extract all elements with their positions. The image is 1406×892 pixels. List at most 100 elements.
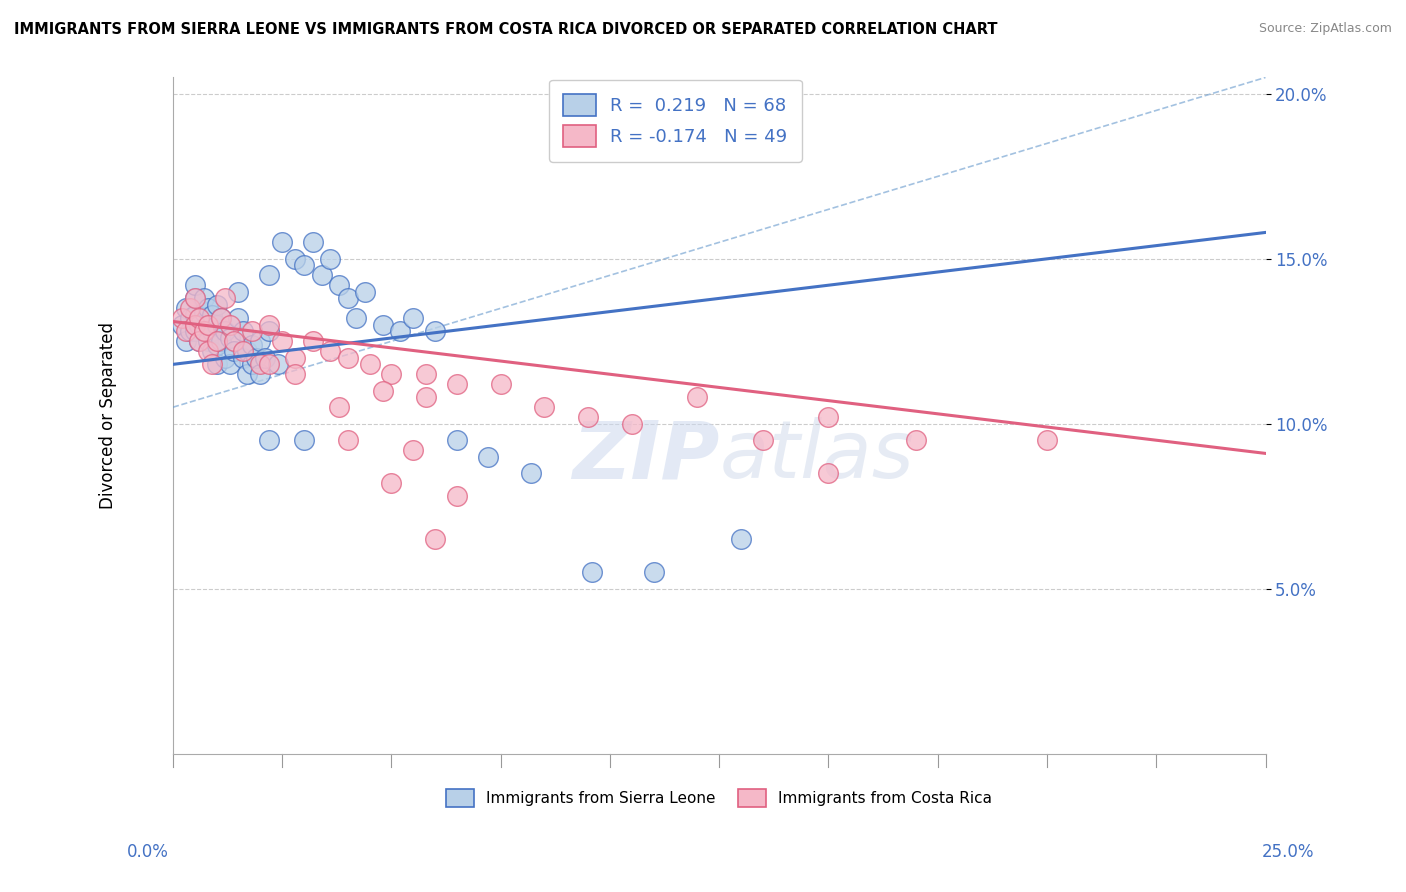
- Point: [188, 334, 211, 349]
- Point: [257, 318, 280, 332]
- Point: [188, 311, 211, 326]
- Point: [817, 466, 839, 480]
- Point: [328, 401, 350, 415]
- Point: [319, 252, 342, 266]
- Point: [249, 368, 271, 382]
- Point: [336, 434, 359, 448]
- Point: [620, 417, 643, 431]
- Point: [218, 331, 240, 345]
- Point: [218, 357, 240, 371]
- Point: [301, 235, 323, 250]
- Point: [193, 292, 215, 306]
- Point: [1036, 434, 1059, 448]
- Point: [904, 434, 927, 448]
- Point: [201, 325, 224, 339]
- Point: [184, 292, 207, 306]
- Text: IMMIGRANTS FROM SIERRA LEONE VS IMMIGRANTS FROM COSTA RICA DIVORCED OR SEPARATED: IMMIGRANTS FROM SIERRA LEONE VS IMMIGRAN…: [14, 22, 998, 37]
- Point: [193, 325, 215, 339]
- Point: [184, 325, 207, 339]
- Point: [188, 318, 211, 332]
- Point: [354, 285, 377, 299]
- Point: [328, 278, 350, 293]
- Point: [205, 298, 228, 312]
- Point: [257, 325, 280, 339]
- Point: [184, 278, 207, 293]
- Point: [336, 292, 359, 306]
- Y-axis label: Divorced or Separated: Divorced or Separated: [100, 322, 117, 509]
- Point: [197, 334, 219, 349]
- Point: [686, 390, 709, 404]
- Point: [184, 292, 207, 306]
- Point: [371, 384, 394, 398]
- Point: [236, 368, 259, 382]
- Point: [193, 325, 215, 339]
- Point: [730, 532, 752, 546]
- Point: [228, 285, 250, 299]
- Point: [249, 357, 271, 371]
- Point: [267, 357, 290, 371]
- Text: 25.0%: 25.0%: [1263, 843, 1315, 861]
- Point: [209, 311, 232, 326]
- Legend: Immigrants from Sierra Leone, Immigrants from Costa Rica: Immigrants from Sierra Leone, Immigrants…: [440, 782, 998, 814]
- Point: [301, 334, 323, 349]
- Point: [232, 344, 254, 359]
- Point: [271, 235, 294, 250]
- Point: [292, 434, 315, 448]
- Point: [209, 311, 232, 326]
- Point: [205, 357, 228, 371]
- Point: [214, 292, 236, 306]
- Point: [184, 308, 207, 322]
- Point: [170, 311, 193, 326]
- Point: [245, 351, 267, 365]
- Point: [193, 304, 215, 318]
- Point: [533, 401, 555, 415]
- Point: [380, 476, 402, 491]
- Point: [402, 311, 425, 326]
- Point: [240, 337, 263, 351]
- Point: [643, 565, 665, 579]
- Point: [209, 334, 232, 349]
- Point: [205, 337, 228, 351]
- Point: [253, 351, 276, 365]
- Point: [197, 301, 219, 316]
- Point: [752, 434, 775, 448]
- Point: [359, 357, 381, 371]
- Point: [520, 466, 543, 480]
- Point: [197, 318, 219, 332]
- Point: [224, 334, 246, 349]
- Point: [371, 318, 394, 332]
- Point: [423, 532, 446, 546]
- Point: [817, 410, 839, 425]
- Point: [174, 334, 197, 349]
- Point: [402, 443, 425, 458]
- Point: [257, 268, 280, 283]
- Point: [205, 318, 228, 332]
- Point: [170, 318, 193, 332]
- Point: [174, 301, 197, 316]
- Point: [249, 334, 271, 349]
- Point: [292, 259, 315, 273]
- Point: [446, 434, 468, 448]
- Point: [477, 450, 499, 464]
- Point: [415, 368, 437, 382]
- Point: [201, 344, 224, 359]
- Point: [319, 344, 342, 359]
- Point: [179, 301, 201, 316]
- Point: [205, 334, 228, 349]
- Point: [346, 311, 368, 326]
- Point: [415, 390, 437, 404]
- Point: [257, 434, 280, 448]
- Point: [284, 351, 307, 365]
- Point: [201, 357, 224, 371]
- Point: [214, 351, 236, 365]
- Text: ZIP: ZIP: [572, 417, 720, 495]
- Point: [380, 368, 402, 382]
- Point: [336, 351, 359, 365]
- Point: [240, 325, 263, 339]
- Point: [257, 357, 280, 371]
- Point: [214, 325, 236, 339]
- Point: [179, 325, 201, 339]
- Point: [218, 318, 240, 332]
- Point: [174, 325, 197, 339]
- Point: [197, 318, 219, 332]
